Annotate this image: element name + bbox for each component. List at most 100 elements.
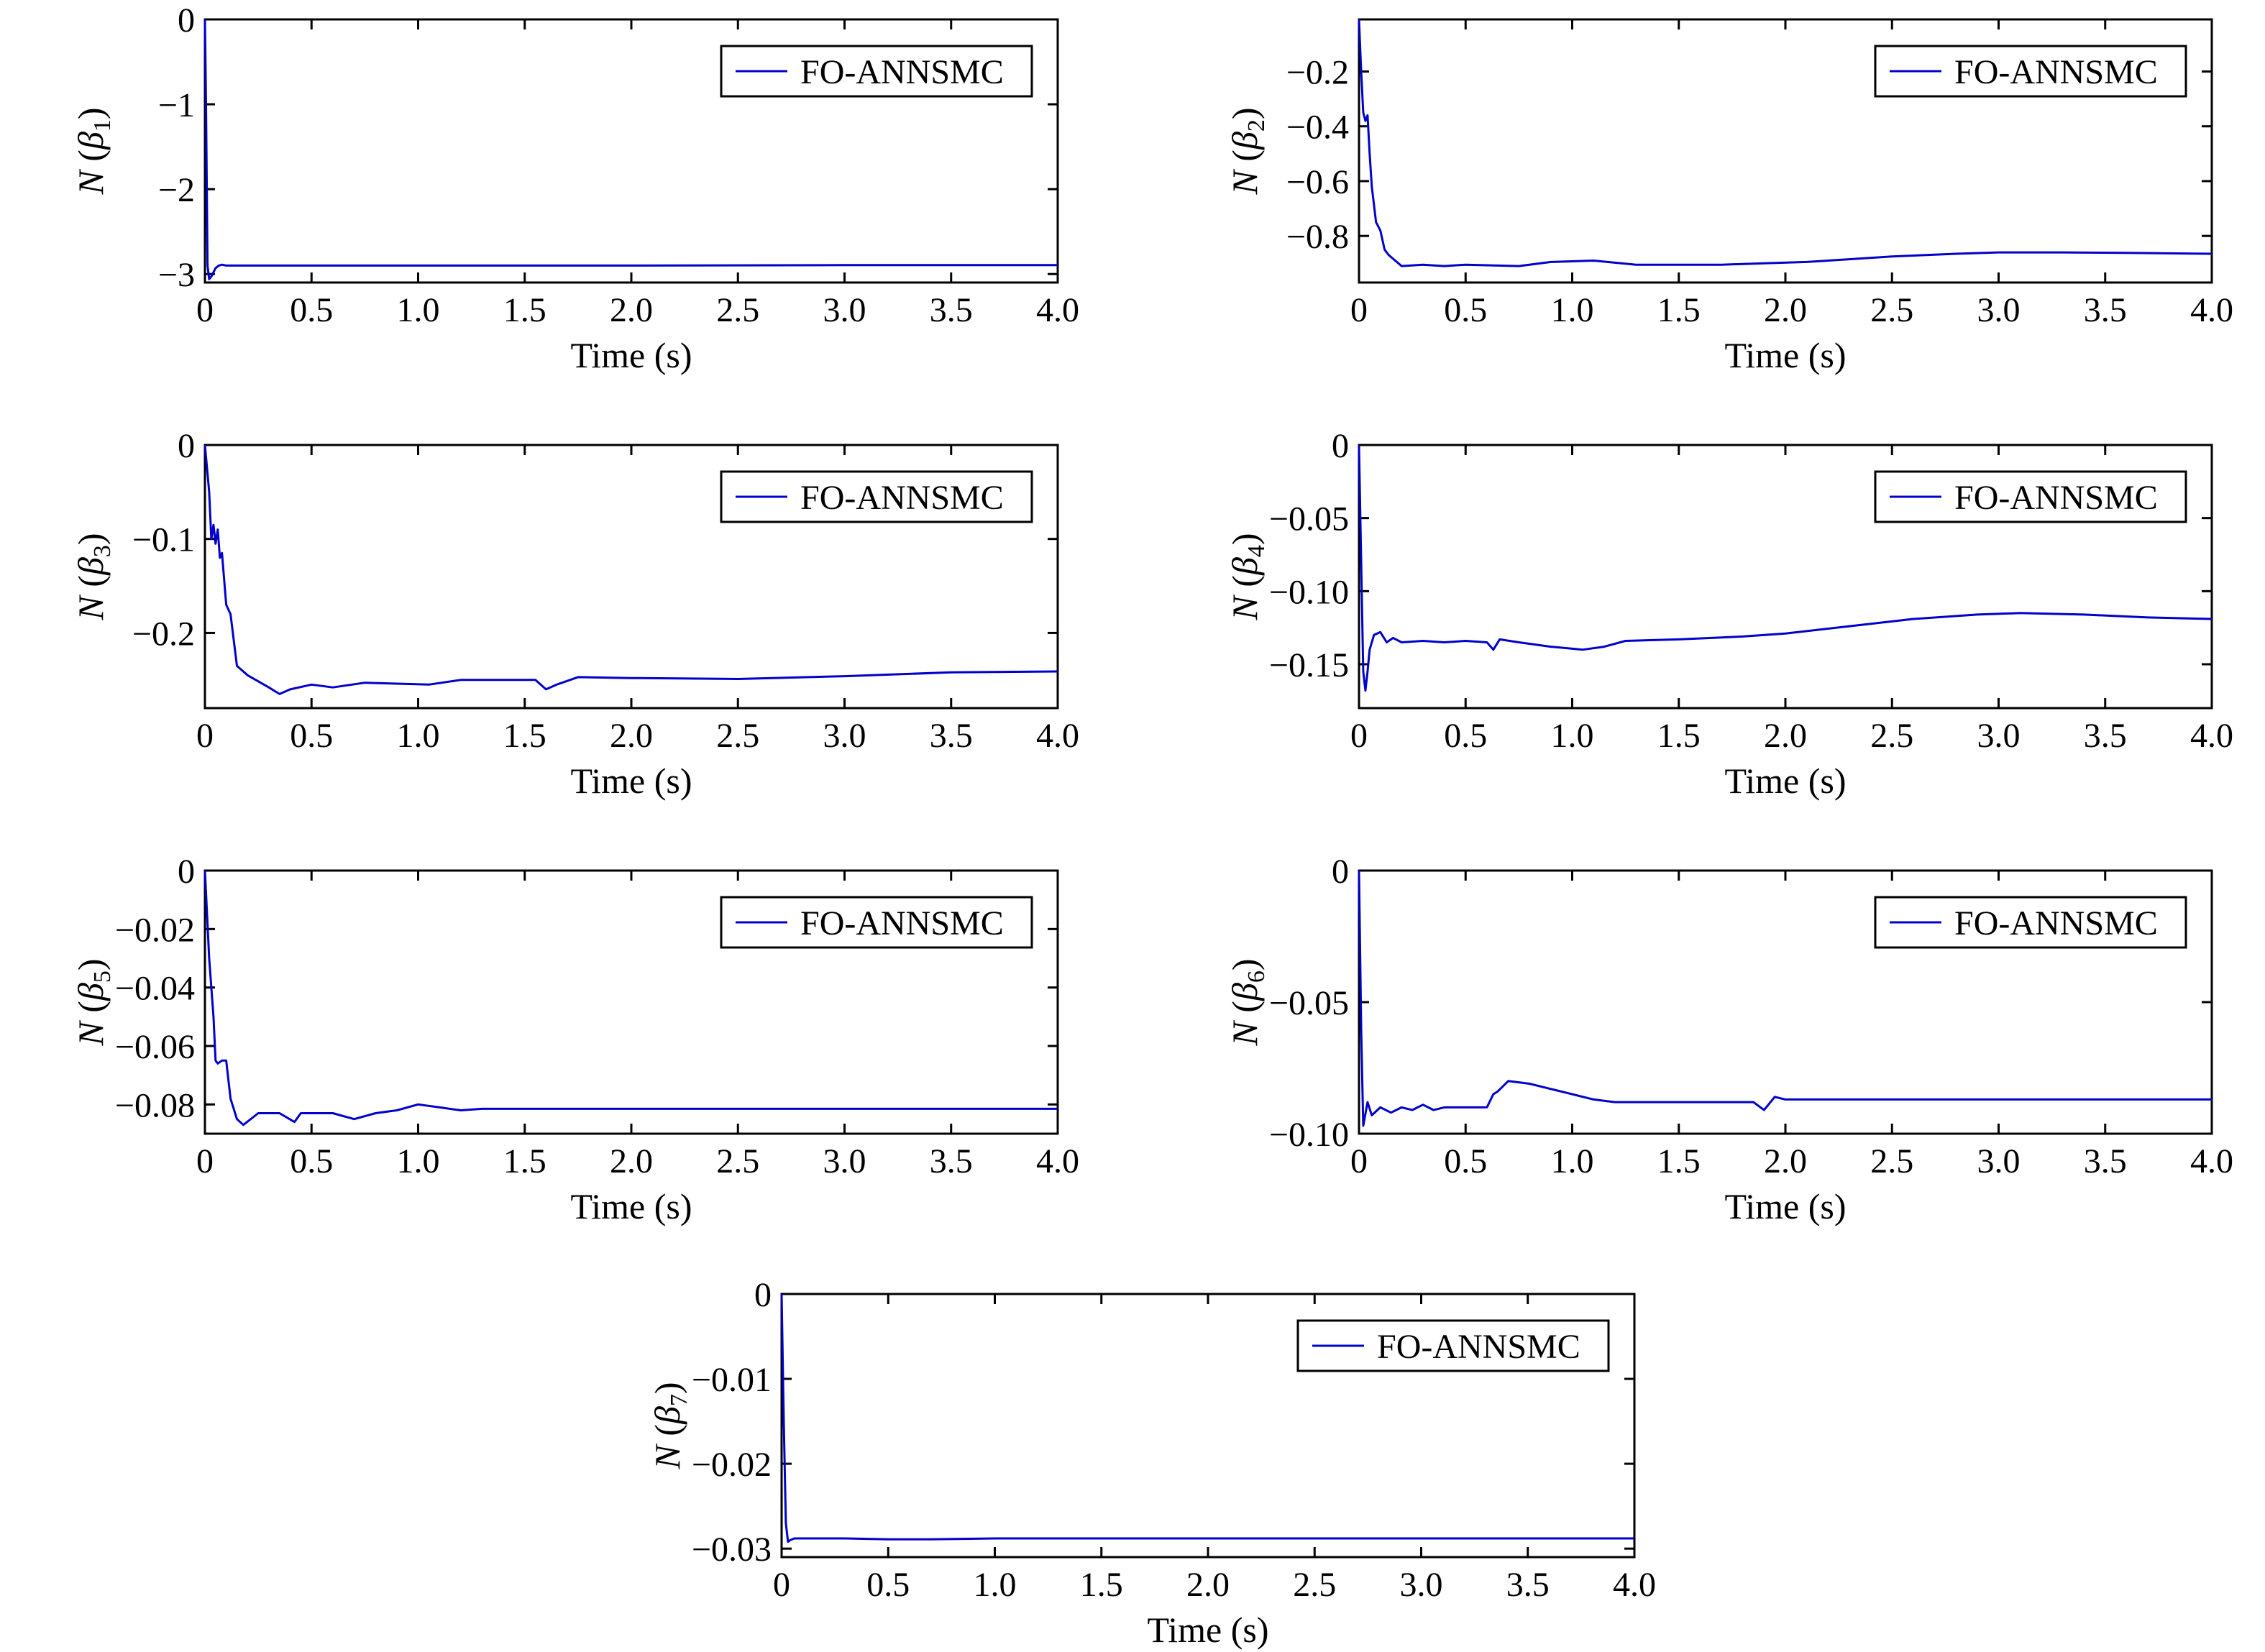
y-axis-label-part: N xyxy=(70,169,111,196)
x-tick-label: 0.5 xyxy=(290,717,333,755)
y-axis-label-part: N xyxy=(647,1444,687,1470)
y-axis-label-part: ) xyxy=(647,1382,687,1394)
x-tick-label: 0.5 xyxy=(1444,291,1487,329)
x-tick-label: 2.5 xyxy=(1870,717,1913,755)
y-axis-label: N (β7) xyxy=(647,1382,692,1469)
chart-panel-4: 0 0.5 1.0 1.5 2.0 2.5 3.0 3.5 4.0 0 −0.05 −0.10 −0.1… xyxy=(1225,427,2233,801)
x-tick-label: 0.5 xyxy=(1444,717,1487,755)
series-line xyxy=(203,870,1058,1126)
x-tick-label: 3.5 xyxy=(1506,1566,1550,1604)
y-axis-label-part: N xyxy=(1225,595,1265,621)
y-axis-label-part: 4 xyxy=(1243,545,1270,557)
y-axis-label-part: ( xyxy=(70,1001,111,1022)
x-tick-label: 1.5 xyxy=(1657,1142,1701,1180)
y-tick-label: −0.8 xyxy=(1286,218,1349,256)
legend-label: FO-ANNSMC xyxy=(1377,1328,1580,1366)
x-tick-label: 0.5 xyxy=(290,291,333,329)
y-axis-label-part: 2 xyxy=(1243,119,1270,132)
x-tick-label: 0 xyxy=(1350,717,1368,755)
y-axis-label-part: N xyxy=(70,1020,111,1047)
y-tick-label: 0 xyxy=(1332,427,1349,465)
chart-panel-3: 0 0.5 1.0 1.5 2.0 2.5 3.0 3.5 4.0 0 −0.1 −0.2 Time (… xyxy=(70,427,1079,801)
y-tick-label: −0.08 xyxy=(115,1086,195,1124)
x-tick-label: 3.0 xyxy=(823,291,866,329)
y-tick-label: 0 xyxy=(178,427,195,465)
y-tick-label: −1 xyxy=(158,86,195,124)
x-tick-label: 4.0 xyxy=(1036,1142,1079,1180)
y-axis-label-part: ( xyxy=(1225,150,1265,170)
x-tick-label: 2.5 xyxy=(716,1142,759,1180)
x-tick-label: 3.5 xyxy=(930,717,973,755)
y-tick-label: −0.01 xyxy=(692,1361,772,1399)
legend-label: FO-ANNSMC xyxy=(800,904,1004,942)
y-axis-label: N (β6) xyxy=(1225,958,1270,1046)
x-tick-label: 0 xyxy=(773,1566,790,1604)
x-axis-label: Time (s) xyxy=(1724,761,1846,801)
legend-label: FO-ANNSMC xyxy=(1954,904,2158,942)
x-tick-label: 2.0 xyxy=(610,291,653,329)
x-tick-label: 2.5 xyxy=(1293,1566,1336,1604)
x-tick-label: 2.0 xyxy=(610,1142,653,1180)
chart-panel-6: 0 0.5 1.0 1.5 2.0 2.5 3.0 3.5 4.0 0 −0.05 −0.10 Time… xyxy=(1225,853,2233,1226)
y-tick-label: −0.2 xyxy=(132,615,195,653)
x-tick-label: 1.5 xyxy=(503,291,546,329)
legend-label: FO-ANNSMC xyxy=(1954,53,2158,91)
x-tick-label: 2.0 xyxy=(1186,1566,1230,1604)
x-tick-label: 3.5 xyxy=(930,1142,973,1180)
x-tick-label: 4.0 xyxy=(1036,717,1079,755)
chart-panel-5: 0 0.5 1.0 1.5 2.0 2.5 3.0 3.5 4.0 0 −0.02 −0.04 −0.0… xyxy=(70,853,1079,1226)
x-tick-label: 4.0 xyxy=(2190,291,2233,329)
y-tick-label: 0 xyxy=(1332,853,1349,891)
y-tick-label: −0.04 xyxy=(115,970,195,1008)
series-line xyxy=(1358,870,2212,1127)
legend-label: FO-ANNSMC xyxy=(1954,479,2158,517)
x-tick-label: 2.5 xyxy=(716,717,759,755)
y-tick-label: −0.10 xyxy=(1269,1116,1349,1154)
x-tick-label: 1.5 xyxy=(1657,717,1701,755)
y-axis-label: N (β3) xyxy=(70,533,116,620)
x-tick-label: 0.5 xyxy=(1444,1142,1487,1180)
y-axis-label-part: 7 xyxy=(666,1394,692,1406)
x-tick-label: 3.5 xyxy=(2084,1142,2127,1180)
x-tick-label: 3.0 xyxy=(1977,1142,2021,1180)
x-tick-label: 3.0 xyxy=(1977,291,2021,329)
x-axis-label: Time (s) xyxy=(1724,335,1846,375)
x-axis-label: Time (s) xyxy=(570,761,692,801)
y-tick-label: −0.02 xyxy=(692,1446,772,1484)
series-line xyxy=(780,1293,1634,1543)
x-tick-label: 3.5 xyxy=(930,291,973,329)
y-axis-label: N (β5) xyxy=(70,958,116,1046)
x-tick-label: 1.0 xyxy=(974,1566,1017,1604)
y-axis-label: N (β1) xyxy=(70,107,116,195)
y-axis-label-part: β xyxy=(647,1406,687,1425)
x-tick-label: 1.0 xyxy=(1551,291,1594,329)
x-tick-label: 2.5 xyxy=(716,291,759,329)
y-axis-label-part: ( xyxy=(70,575,111,596)
x-tick-label: 3.0 xyxy=(1400,1566,1443,1604)
y-axis-label-part: ) xyxy=(70,533,111,545)
y-tick-label: −0.06 xyxy=(115,1028,195,1066)
y-tick-label: −0.4 xyxy=(1286,109,1349,147)
x-tick-label: 3.5 xyxy=(2084,291,2127,329)
y-axis-label-part: N xyxy=(1225,169,1265,196)
y-axis-label-part: ( xyxy=(1225,1001,1265,1022)
x-axis-label: Time (s) xyxy=(570,335,692,375)
y-tick-label: −0.03 xyxy=(692,1531,772,1569)
x-axis-label: Time (s) xyxy=(1724,1186,1846,1226)
x-tick-label: 1.0 xyxy=(397,717,440,755)
y-axis-label-part: 1 xyxy=(89,119,116,132)
y-axis-label-part: β xyxy=(70,132,111,150)
x-tick-label: 1.0 xyxy=(1551,717,1594,755)
series-line xyxy=(203,444,1058,695)
x-tick-label: 1.5 xyxy=(503,1142,546,1180)
y-tick-label: 0 xyxy=(754,1276,772,1314)
x-tick-label: 2.0 xyxy=(610,717,653,755)
y-axis-label: N (β4) xyxy=(1225,533,1270,620)
legend-label: FO-ANNSMC xyxy=(800,479,1004,517)
x-tick-label: 2.0 xyxy=(1764,1142,1807,1180)
x-tick-label: 4.0 xyxy=(1036,291,1079,329)
x-axis-label: Time (s) xyxy=(570,1186,692,1226)
y-axis-label-part: 6 xyxy=(1243,970,1270,983)
y-axis-label-part: N xyxy=(1225,1020,1265,1047)
